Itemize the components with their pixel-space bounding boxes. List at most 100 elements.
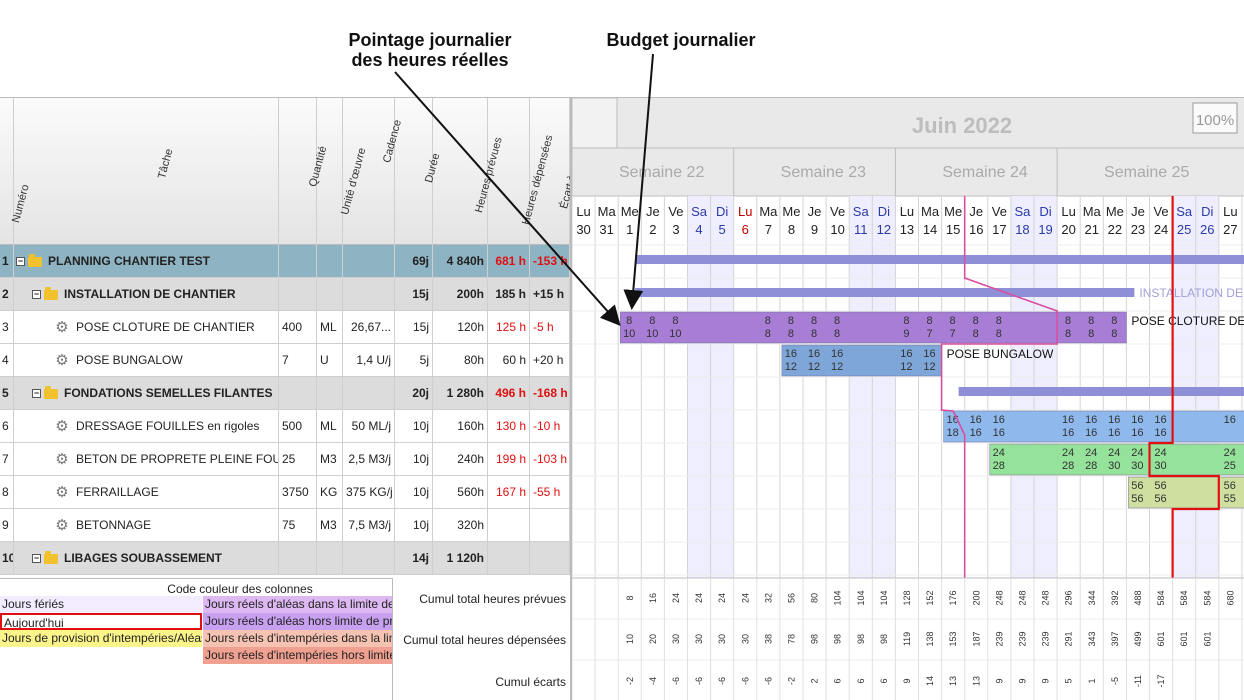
collapse-toggle-icon[interactable]: − — [32, 388, 41, 399]
task-bar[interactable] — [989, 443, 1244, 476]
cumul-depensees-value: 291 — [1064, 631, 1074, 646]
legend-title: Code couleur des colonnes — [167, 582, 313, 596]
summary-bar[interactable] — [635, 288, 1135, 297]
day-number: 5 — [719, 222, 726, 237]
task-num-cell: 3 — [0, 311, 14, 344]
col-header-heures-prevues[interactable]: Heures prévues — [433, 98, 505, 245]
task-num-cell: 10 — [0, 542, 14, 575]
col-header-unite[interactable]: Unité d'œuvre — [317, 98, 368, 245]
cumul-ecarts-value: 13 — [971, 676, 981, 686]
day-number: 27 — [1223, 222, 1237, 237]
day-name: Di — [1201, 204, 1213, 219]
cumul-ecarts-value: 14 — [925, 676, 935, 686]
week-label: Semaine 22 — [619, 164, 704, 181]
day-name: Me — [1106, 204, 1124, 219]
task-hd-cell: 130 h — [488, 410, 530, 443]
col-header-ecart[interactable]: Écart à stade — [530, 98, 570, 245]
collapse-toggle-icon[interactable]: − — [32, 289, 41, 300]
summary-bar[interactable] — [958, 387, 1244, 396]
cumul-depensees-value: 30 — [694, 634, 704, 644]
day-number: 14 — [923, 222, 937, 237]
cumul-ecarts-value: 2 — [810, 678, 820, 683]
task-row[interactable]: 3 ⚙ POSE CLOTURE DE CHANTIER 400 ML 26,67... 1… — [0, 311, 570, 344]
budget-value: 16 — [785, 348, 797, 360]
gantt-canvas[interactable]: Juin 2022 100%Lu30Ma31Me1Je2Ve3Sa4Di5Lu6M… — [572, 98, 1244, 700]
cumul-prevues-value: 488 — [1133, 590, 1143, 605]
col-header-quantite[interactable]: Quantité — [279, 98, 329, 245]
gantt-chart[interactable]: Juin 2022 100% Lu 30 Ma 31 Me 1 Je 2 Ve 3 Sa 4 Di 5 Lu 6 M… — [570, 97, 1244, 700]
budget-value: 8 — [834, 315, 840, 327]
col-header-heures-depensees[interactable]: Heures dépensées — [488, 98, 555, 245]
task-cadence-cell — [343, 542, 395, 575]
task-row[interactable]: 8 ⚙ FERRAILLAGE 3750 KG 375 KG/j 10j 560h 167 h-… — [0, 476, 570, 509]
day-name: Ma — [921, 204, 940, 219]
budget-value: 8 — [926, 315, 932, 327]
actual-hours-value: 8 — [1088, 328, 1094, 340]
task-name-cell: ⚙ POSE BUNGALOW — [14, 344, 279, 377]
gear-icon: ⚙ — [55, 352, 69, 370]
col-header-numero[interactable]: Numéro — [0, 98, 32, 245]
col-header-duree[interactable]: Durée — [395, 98, 442, 245]
budget-value: 56 — [1154, 480, 1166, 492]
actual-hours-value: 12 — [831, 361, 843, 373]
day-number: 24 — [1154, 222, 1168, 237]
task-hd-cell: 185 h — [488, 278, 530, 311]
week-label: Semaine 24 — [942, 164, 1027, 181]
gear-icon: ⚙ — [55, 319, 69, 337]
folder-icon — [44, 286, 58, 300]
day-number: 22 — [1108, 222, 1122, 237]
gantt-header-bg — [572, 98, 1244, 196]
task-hp-cell: 80h — [433, 344, 488, 377]
day-name: Lu — [900, 204, 914, 219]
collapse-toggle-icon[interactable]: − — [32, 553, 41, 564]
task-duree-cell: 5j — [395, 344, 433, 377]
cumul-depensees-value: 38 — [763, 634, 773, 644]
task-row[interactable]: 9 ⚙ BETONNAGE 75 M3 7,5 M3/j 10j 320h — [0, 509, 570, 542]
task-row[interactable]: 6 ⚙ DRESSAGE FOUILLES en rigoles 500 ML 50 ML… — [0, 410, 570, 443]
task-row[interactable]: 2 − INSTALLATION DE CHANTIER 15j 200h 185 h +1… — [0, 278, 570, 311]
task-name-cell: − INSTALLATION DE CHANTIER — [14, 278, 279, 311]
col-header-tache[interactable]: Tâche — [14, 98, 279, 245]
cumul-prevues-value: 584 — [1179, 590, 1189, 605]
budget-value: 16 — [923, 348, 935, 360]
collapse-toggle-icon[interactable]: − — [16, 256, 25, 267]
task-row[interactable]: 4 ⚙ POSE BUNGALOW 7 U 1,4 U/j 5j 80h 60 h +20 h — [0, 344, 570, 377]
cumul-depensees-value: 239 — [994, 631, 1004, 646]
cumul-depensees-value: 30 — [671, 634, 681, 644]
budget-value: 24 — [1154, 447, 1166, 459]
zoom-button[interactable] — [1192, 102, 1238, 134]
task-row[interactable]: 5 − FONDATIONS SEMELLES FILANTES 20j 1 280h 4… — [0, 377, 570, 410]
col-header-cadence[interactable]: Cadence — [343, 98, 404, 245]
cumul-depensees-value: 98 — [879, 634, 889, 644]
cumul-ecarts-value: 9 — [1017, 678, 1027, 683]
day-name: Me — [944, 204, 962, 219]
task-cadence-cell: 1,4 U/j — [343, 344, 395, 377]
cumul-label-depensees: Cumul total heures dépensées — [403, 633, 566, 647]
cumul-depensees-value: 601 — [1156, 631, 1166, 646]
day-name: Je — [808, 204, 822, 219]
budget-value: 56 — [1131, 480, 1143, 492]
callout-pointage: Pointage journalier des heures réelles — [330, 30, 530, 70]
actual-hours-value: 16 — [993, 427, 1005, 439]
task-row[interactable]: 7 ⚙ BETON DE PROPRETE PLEINE FOUILLE25M32,… — [0, 443, 570, 476]
cumul-ecarts-value: -17 — [1156, 674, 1166, 687]
task-cadence-cell — [343, 377, 395, 410]
task-bar[interactable] — [943, 410, 1244, 443]
cumul-prevues-value: 24 — [717, 593, 727, 603]
day-number: 18 — [1015, 222, 1029, 237]
task-name-cell: − PLANNING CHANTIER TEST — [14, 245, 279, 278]
cumul-prevues-value: 16 — [648, 593, 658, 603]
callout-pointage-line2: des heures réelles — [351, 50, 509, 70]
task-bar[interactable] — [781, 344, 942, 377]
summary-bar[interactable] — [635, 255, 1244, 264]
cumul-depensees-value: 343 — [1087, 631, 1097, 646]
cumul-ecarts-value: -6 — [740, 677, 750, 685]
actual-hours-value: 8 — [788, 328, 794, 340]
task-bar[interactable] — [1128, 476, 1244, 509]
cumul-ecarts-value: 5 — [1064, 678, 1074, 683]
legend-intemperies-dans-limite: Jours réels d'intempéries dans la limite… — [203, 630, 392, 647]
gear-icon: ⚙ — [55, 484, 69, 502]
task-row[interactable]: 1− PLANNING CHANTIER TEST 69j 4 840h 681 h -1… — [0, 245, 570, 278]
task-bar[interactable] — [619, 311, 1127, 344]
